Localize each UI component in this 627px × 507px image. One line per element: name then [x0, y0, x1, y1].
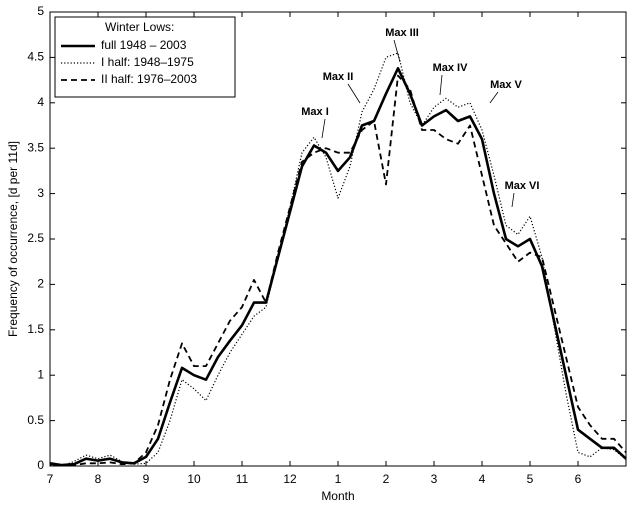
- y-tick-label: 0.5: [27, 413, 44, 427]
- y-tick-label: 0: [37, 458, 44, 472]
- series-line: [49, 74, 627, 466]
- x-tick-label: 6: [575, 472, 582, 486]
- x-tick-label: 1: [335, 472, 342, 486]
- x-tick-label: 10: [187, 472, 201, 486]
- x-tick-label: 3: [431, 472, 438, 486]
- annotation: Max II: [323, 71, 354, 83]
- legend-label: II half: 1976–2003: [101, 72, 197, 86]
- x-tick-label: 7: [47, 472, 54, 486]
- legend-label: full 1948 – 2003: [101, 38, 187, 52]
- legend-title: Winter Lows:: [105, 20, 174, 34]
- y-tick-label: 4.5: [27, 50, 44, 64]
- annotation-leader: [511, 192, 515, 208]
- annotation: Max VI: [505, 180, 540, 192]
- y-tick-label: 5: [37, 4, 44, 18]
- series-line: [49, 67, 627, 467]
- y-tick-label: 1.5: [27, 322, 44, 336]
- annotation-leader: [347, 83, 361, 104]
- annotation-leader: [321, 118, 326, 139]
- x-tick-label: 5: [527, 472, 534, 486]
- y-tick-label: 3.5: [27, 140, 44, 154]
- annotation-leader: [439, 74, 443, 96]
- annotation-leader: [489, 91, 499, 104]
- y-tick-label: 3: [37, 186, 44, 200]
- x-tick-label: 4: [479, 472, 486, 486]
- x-axis-label: Month: [321, 489, 354, 503]
- y-tick-label: 4: [37, 95, 44, 109]
- x-tick-label: 11: [236, 472, 249, 486]
- y-tick-label: 1: [37, 367, 44, 381]
- annotation: Max I: [301, 106, 329, 118]
- legend-label: I half: 1948–1975: [101, 55, 194, 69]
- annotation: Max V: [490, 79, 522, 91]
- annotation: Max III: [385, 27, 419, 39]
- x-tick-label: 9: [143, 472, 150, 486]
- plot-frame: [49, 11, 627, 467]
- annotation: Max IV: [433, 62, 469, 74]
- x-tick-label: 8: [95, 472, 102, 486]
- series-line: [49, 52, 627, 467]
- x-tick-label: 2: [383, 472, 390, 486]
- y-tick-label: 2.5: [27, 231, 44, 245]
- y-axis-label: Frequency of occurrence, [d per 11d]: [6, 141, 20, 337]
- legend-box: [54, 16, 236, 98]
- annotation-leader: [393, 39, 401, 63]
- x-tick-label: 12: [283, 472, 297, 486]
- y-tick-label: 2: [37, 277, 44, 291]
